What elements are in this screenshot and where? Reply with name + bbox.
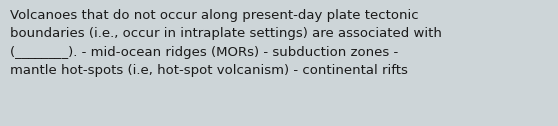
- Text: Volcanoes that do not occur along present-day plate tectonic
boundaries (i.e., o: Volcanoes that do not occur along presen…: [10, 9, 442, 77]
